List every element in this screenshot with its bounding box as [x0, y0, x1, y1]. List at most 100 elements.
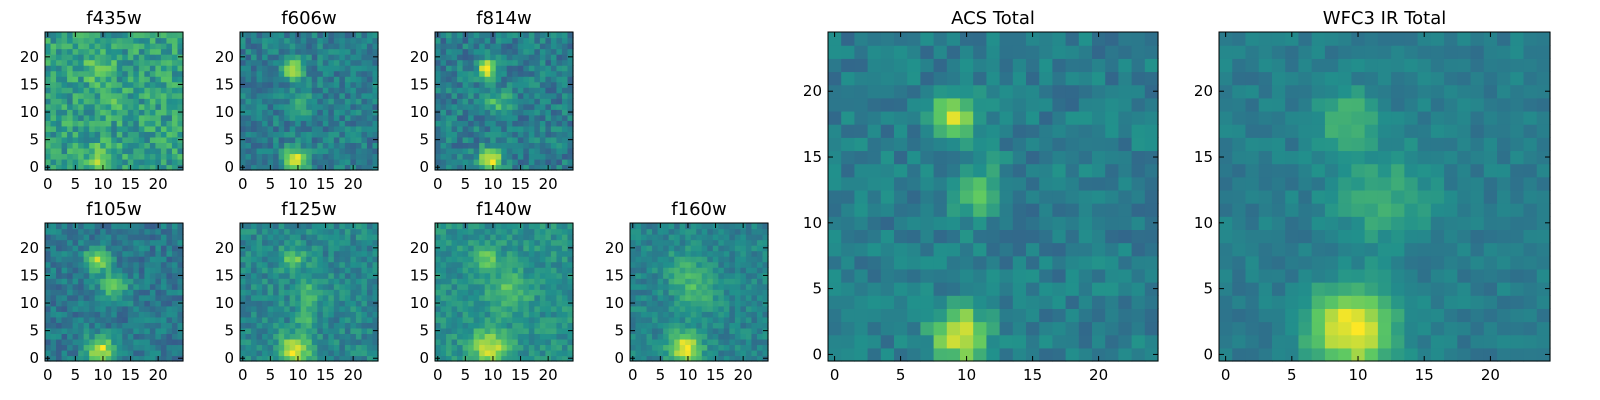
heatmap-cell [50, 223, 57, 230]
heatmap-cell [295, 239, 302, 246]
heatmap-cell [295, 87, 302, 94]
heatmap-cell [696, 300, 703, 307]
heatmap-cell [350, 316, 357, 323]
heatmap-cell [72, 272, 79, 279]
heatmap-cell [723, 228, 730, 235]
heatmap-cell [457, 311, 464, 318]
heatmap-cell [372, 256, 379, 263]
heatmap-cell [1052, 268, 1067, 283]
heatmap-cell [630, 316, 637, 323]
heatmap-cell [1065, 176, 1080, 191]
heatmap-cell [701, 316, 708, 323]
heatmap-cell [440, 120, 447, 127]
heatmap-cell [1026, 203, 1040, 217]
heatmap-cell [333, 344, 340, 351]
heatmap-cell [674, 305, 681, 312]
heatmap-cell [300, 256, 307, 263]
heatmap-cell [289, 272, 296, 279]
heatmap-cell [740, 344, 747, 351]
heatmap-cell [539, 59, 546, 66]
heatmap-cell [556, 327, 563, 334]
heatmap-cell [72, 142, 79, 149]
heatmap-cell [479, 70, 486, 77]
heatmap-cell [512, 272, 519, 279]
heatmap-cell [440, 223, 447, 230]
heatmap-cell [311, 327, 318, 334]
heatmap-cell [641, 245, 648, 252]
heatmap-cell [262, 278, 269, 285]
heatmap-cell [435, 250, 442, 257]
heatmap-cell [701, 239, 708, 246]
heatmap-cell [646, 239, 653, 246]
heatmap-cell [1078, 229, 1093, 244]
heatmap-cell [712, 322, 719, 329]
heatmap-cell [473, 65, 480, 72]
heatmap-cell [973, 282, 987, 296]
heatmap-cell [512, 32, 519, 39]
heatmap-cell [539, 283, 546, 290]
heatmap-cell [462, 142, 469, 149]
heatmap-cell [61, 153, 68, 160]
heatmap-cell [473, 234, 480, 241]
heatmap-cell [517, 87, 524, 94]
heatmap-cell [284, 355, 291, 362]
heatmap-cell [490, 92, 497, 99]
heatmap-cell [635, 234, 642, 241]
heatmap-cell [867, 321, 882, 336]
heatmap-cell [630, 311, 637, 318]
heatmap-cell [1065, 203, 1080, 217]
heatmap-cell [473, 37, 480, 44]
heatmap-cell [256, 338, 263, 346]
heatmap-cell [462, 327, 469, 334]
heatmap-cell [1105, 203, 1119, 217]
heatmap-cell [61, 272, 68, 279]
heatmap-cell [539, 250, 546, 257]
heatmap-cell [561, 54, 569, 61]
heatmap-cell [317, 250, 324, 257]
heatmap-cell [149, 59, 156, 66]
heatmap-cell [652, 228, 659, 235]
heatmap-cell [245, 239, 252, 246]
heatmap-cell [262, 59, 269, 66]
heatmap-cell [256, 65, 263, 72]
heatmap-cell [539, 256, 546, 263]
heatmap-cell [127, 43, 134, 50]
heatmap-cell [462, 136, 469, 143]
panel-title: f125w [281, 199, 336, 220]
heatmap-cell [317, 283, 324, 290]
heatmap-cell [251, 316, 258, 323]
heatmap-cell [366, 289, 374, 296]
heatmap-cell [122, 228, 129, 235]
heatmap-cell [446, 153, 453, 160]
heatmap-cell [166, 87, 173, 94]
heatmap-cell [451, 338, 458, 346]
heatmap-cell [311, 278, 318, 285]
heatmap-cell [284, 261, 291, 268]
heatmap-cell [133, 98, 140, 105]
heatmap-cell [138, 48, 145, 55]
heatmap-cell [300, 300, 307, 307]
heatmap-cell [171, 256, 179, 263]
heatmap-cell [256, 109, 263, 116]
heatmap-cell [550, 158, 558, 166]
heatmap-cell [138, 228, 145, 235]
heatmap-cell [245, 272, 252, 279]
heatmap-cell [528, 327, 535, 334]
heatmap-cell [479, 228, 486, 235]
heatmap-cell [484, 294, 491, 301]
heatmap-cell [333, 234, 340, 241]
heatmap-cell [149, 256, 156, 263]
heatmap-cell [528, 153, 535, 160]
heatmap-cell [144, 32, 151, 39]
heatmap-cell [745, 289, 753, 296]
heatmap-cell [756, 316, 764, 323]
heatmap-cell [646, 289, 653, 296]
heatmap-cell [171, 316, 179, 323]
heatmap-cell [262, 338, 269, 346]
heatmap-cell [105, 322, 112, 329]
heatmap-cell [177, 283, 184, 290]
heatmap-cell [440, 278, 447, 285]
heatmap-cell [457, 37, 464, 44]
heatmap-cell [344, 272, 351, 279]
heatmap-cell [457, 142, 464, 149]
